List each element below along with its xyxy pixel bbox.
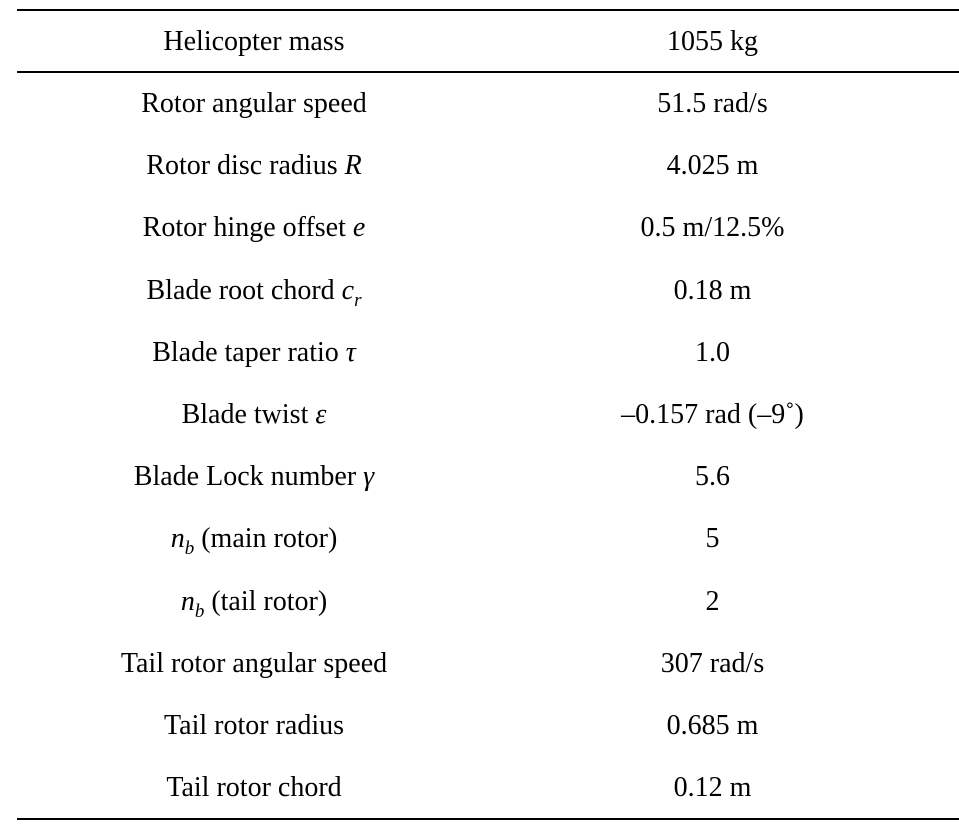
table-row: Tail rotor angular speed 307 rad/s <box>0 644 959 684</box>
parameter-symbol: ε <box>315 399 327 430</box>
table-row: Blade taper ratio τ 1.0 <box>0 333 959 373</box>
parameter-suffix: (main rotor) <box>194 523 338 554</box>
parameter-cell: Tail rotor radius <box>0 706 508 746</box>
parameter-label: Tail rotor angular speed <box>120 648 388 679</box>
parameter-symbol: n <box>180 586 195 617</box>
parameter-cell: Blade twist ε <box>0 395 508 435</box>
parameter-symbol: R <box>344 150 362 181</box>
parameter-cell: Rotor disc radius R <box>0 146 508 186</box>
table-row: nb (main rotor) 5 <box>0 519 959 559</box>
parameter-label: Blade Lock number <box>133 461 364 492</box>
parameter-symbol: e <box>352 212 366 243</box>
table-row: Rotor angular speed 51.5 rad/s <box>0 84 959 124</box>
table-row: Blade Lock number γ 5.6 <box>0 457 959 497</box>
table-row: Blade root chord cr 0.18 m <box>0 271 959 311</box>
parameter-cell: Rotor angular speed <box>0 84 508 124</box>
parameter-cell: Blade Lock number γ <box>0 457 508 497</box>
value-cell: 4.025 m <box>666 150 759 181</box>
parameter-cell: nb (main rotor) <box>0 519 508 562</box>
parameter-cell: nb (tail rotor) <box>0 582 508 625</box>
parameter-cell: Blade taper ratio τ <box>0 333 508 373</box>
parameter-subscript: b <box>194 601 205 622</box>
table-row: Rotor hinge offset e 0.5 m/12.5% <box>0 208 959 248</box>
value-cell: 0.18 m <box>673 275 752 306</box>
table-top-rule <box>17 9 959 11</box>
table-header-row: Helicopter mass 1055 kg <box>0 22 959 62</box>
value-cell: –0.157 rad (–9˚) <box>621 399 804 430</box>
parameter-symbol: γ <box>363 461 375 492</box>
value-cell: 5.6 <box>695 461 730 492</box>
parameter-label: Rotor disc radius <box>146 150 345 181</box>
parameter-cell: Tail rotor angular speed <box>0 644 508 684</box>
value-cell: 2 <box>705 586 720 617</box>
parameter-symbol: c <box>341 275 355 306</box>
value-cell: 0.685 m <box>666 710 759 741</box>
parameter-label: Blade twist <box>181 399 316 430</box>
parameter-label: Rotor hinge offset <box>142 212 353 243</box>
parameter-label: Blade taper ratio <box>152 337 346 368</box>
header-parameter-cell: Helicopter mass <box>163 26 345 57</box>
parameter-label: Tail rotor radius <box>164 710 344 741</box>
table-header-rule <box>17 71 959 73</box>
header-value-cell: 1055 kg <box>667 26 758 57</box>
value-cell: 0.12 m <box>673 772 752 803</box>
value-cell: 0.5 m/12.5% <box>640 212 785 243</box>
parameter-symbol: τ <box>345 337 356 368</box>
table-row: nb (tail rotor) 2 <box>0 582 959 622</box>
parameter-cell: Rotor hinge offset e <box>0 208 508 248</box>
parameter-symbol: n <box>170 523 185 554</box>
value-cell: 307 rad/s <box>660 648 765 679</box>
parameter-cell: Tail rotor chord <box>0 768 508 808</box>
parameter-cell: Blade root chord cr <box>0 271 508 314</box>
value-cell: 1.0 <box>695 337 730 368</box>
table-row: Tail rotor radius 0.685 m <box>0 706 959 746</box>
table-row: Rotor disc radius R 4.025 m <box>0 146 959 186</box>
table-bottom-rule <box>17 818 959 820</box>
value-cell: 5 <box>705 523 720 554</box>
parameter-subscript: r <box>354 290 362 311</box>
parameter-label: Rotor angular speed <box>141 88 367 119</box>
table-row: Tail rotor chord 0.12 m <box>0 768 959 808</box>
table-row: Blade twist ε –0.157 rad (–9˚) <box>0 395 959 435</box>
value-cell: 51.5 rad/s <box>657 88 768 119</box>
parameter-label: Blade root chord <box>146 275 342 306</box>
parameter-subscript: b <box>184 538 195 559</box>
parameter-label: Tail rotor chord <box>166 772 342 803</box>
parameter-suffix: (tail rotor) <box>204 586 328 617</box>
